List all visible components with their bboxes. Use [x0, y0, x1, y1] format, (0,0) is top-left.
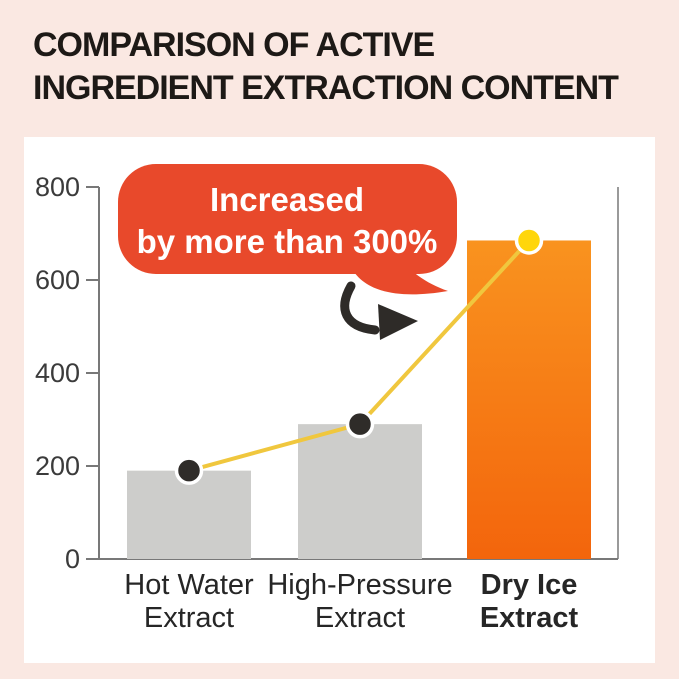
category-label-2-line0: Dry Ice: [481, 569, 578, 601]
page-title: COMPARISON OF ACTIVE INGREDIENT EXTRACTI…: [33, 24, 653, 110]
category-label-1-line1: Extract: [315, 602, 405, 634]
data-point-2: [514, 226, 544, 255]
page-title-line2: INGREDIENT EXTRACTION CONTENT: [33, 69, 619, 107]
data-point-0: [174, 456, 204, 485]
chart-card: 0 200 400 600 800 Hot Water Extract High-Press…: [24, 137, 655, 663]
arrow-shaft: [340, 281, 380, 335]
page-title-line1: COMPARISON OF ACTIVE: [33, 26, 435, 64]
y-tick-label: 600: [35, 265, 80, 295]
category-label-0-line0: Hot Water: [124, 569, 254, 601]
bar-1: [298, 424, 422, 559]
category-label-2-line1: Extract: [480, 602, 579, 634]
trend-line: [174, 226, 544, 485]
y-tick-label: 0: [65, 544, 80, 574]
arrow-head: [378, 304, 418, 340]
annotation-line2: by more than 300%: [137, 223, 438, 260]
category-labels: Hot WaterExtractHigh-PressureExtractDry …: [124, 569, 578, 634]
bar-0: [127, 470, 251, 559]
annotation-line1: Increased: [210, 181, 364, 218]
y-tick-label: 200: [35, 451, 80, 481]
bars: [127, 240, 591, 559]
category-label-0-line1: Extract: [144, 602, 234, 634]
bar-2: [467, 240, 591, 559]
speech-bubble: Increased by more than 300%: [118, 164, 457, 295]
speech-bubble-body: [118, 164, 457, 274]
category-label-1-line0: High-Pressure: [267, 569, 452, 601]
y-tick-label: 400: [35, 358, 80, 388]
data-point-1: [345, 409, 375, 439]
y-tick-label: 800: [35, 172, 80, 202]
curved-arrow-icon: [340, 281, 418, 340]
